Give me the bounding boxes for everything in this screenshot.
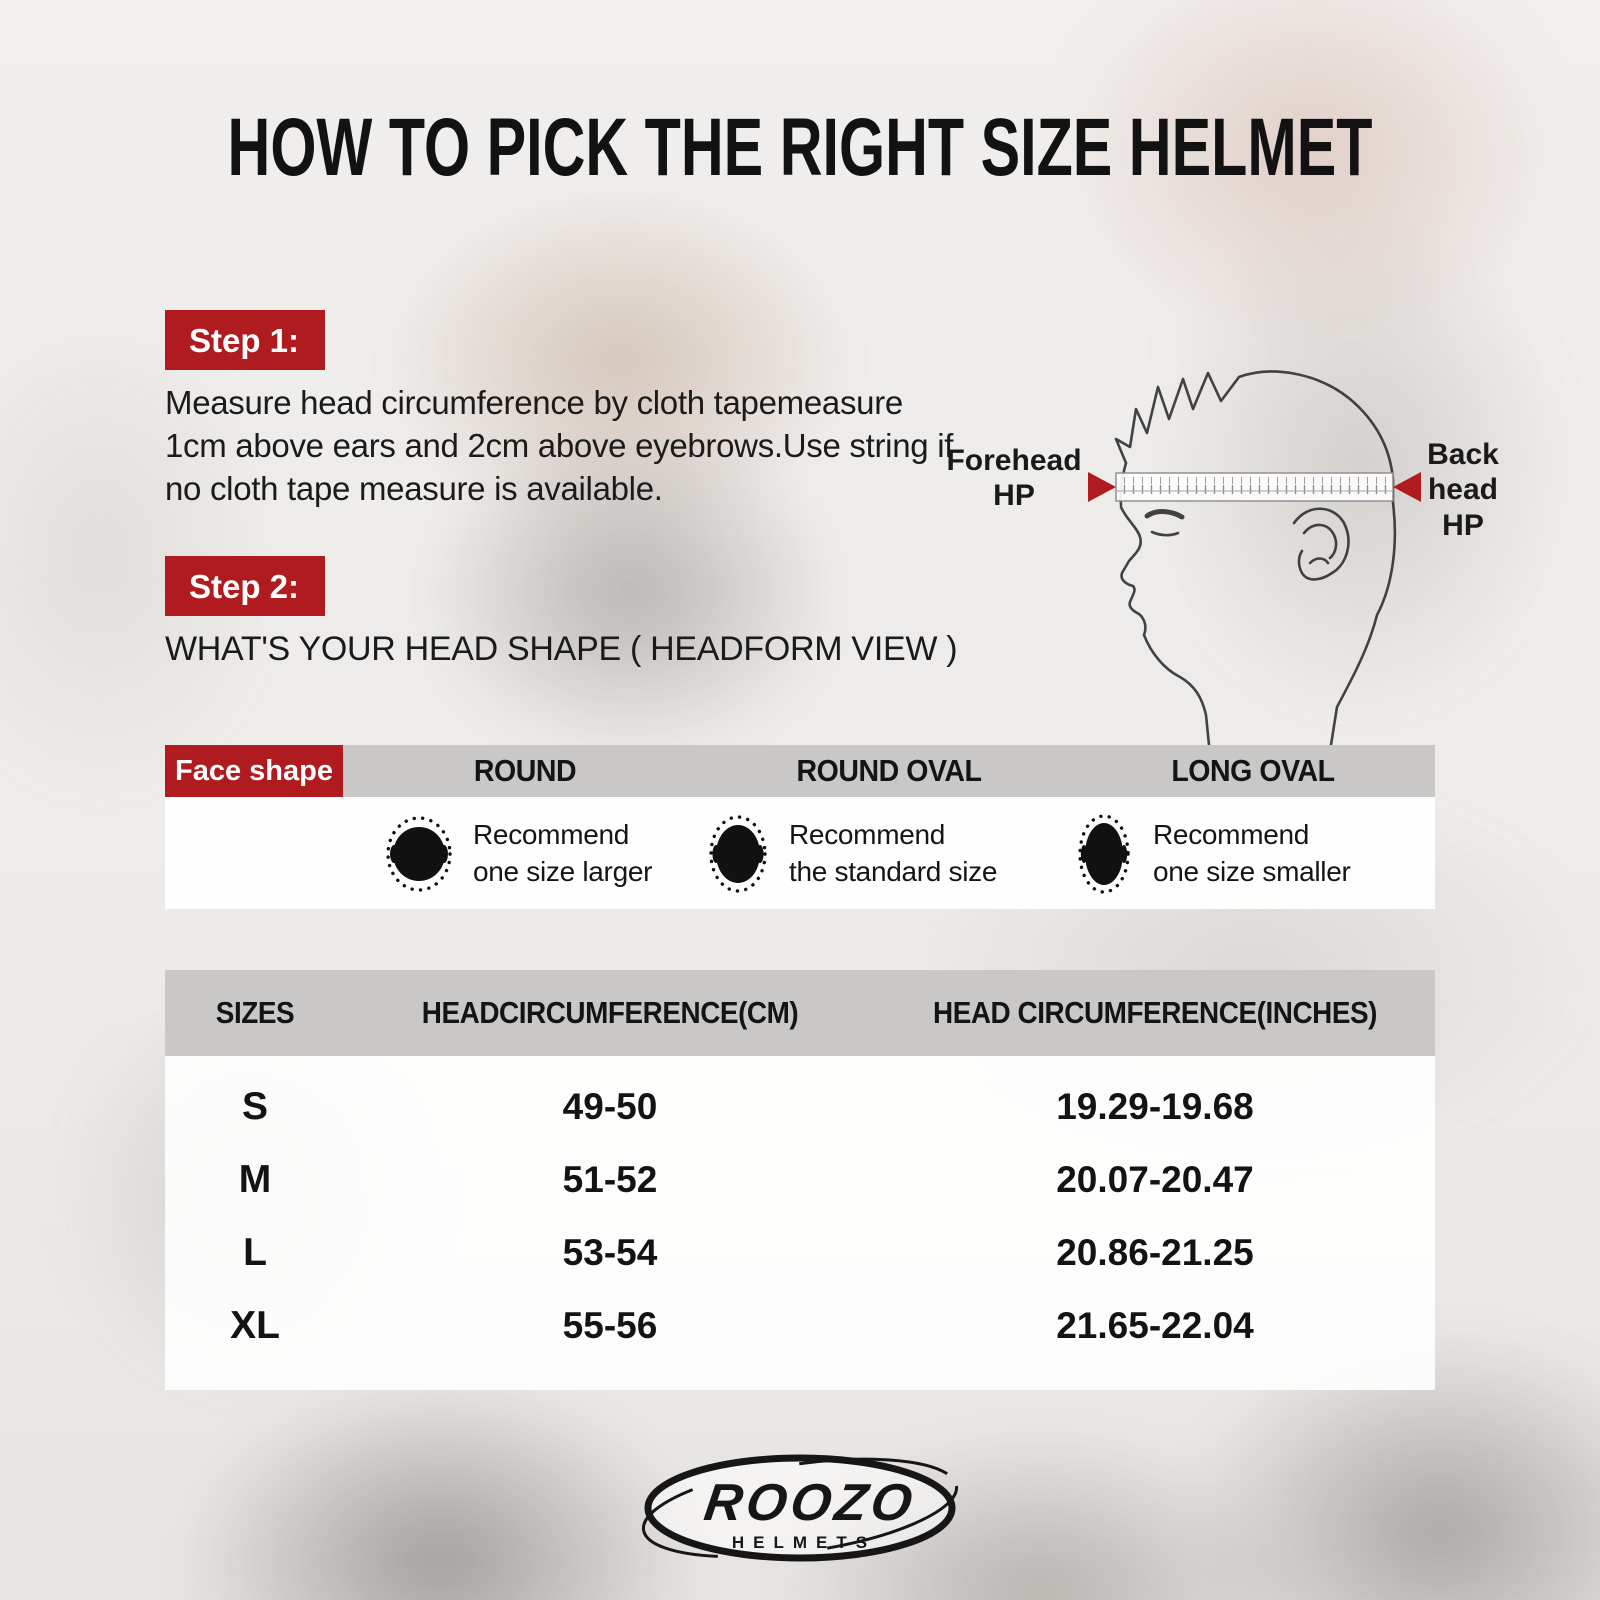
face-shape-column-round-oval: ROUND OVAL: [796, 753, 982, 788]
background-blob: [180, 1380, 700, 1600]
forehead-hp-line: Forehead: [946, 444, 1082, 477]
backhead-hp-line: HP: [1442, 508, 1484, 542]
backhead-hp-label: Back head HP: [1420, 437, 1506, 543]
size-table-header-row: SIZES HEADCIRCUMFERENCE(CM) HEAD CIRCUMF…: [165, 970, 1435, 1056]
inches-cell: 20.07-20.47: [1056, 1158, 1254, 1200]
recommendation-line: the standard size: [789, 856, 998, 887]
backhead-hp-line: head: [1427, 473, 1499, 507]
recommendation-line: one size smaller: [1153, 856, 1351, 887]
step1-badge: Step 1:: [165, 310, 326, 370]
cm-cell: 55-56: [562, 1304, 658, 1346]
face-shape-header-row: Face shape ROUND ROUND OVAL LONG OVAL: [165, 745, 1435, 797]
head-measurement-diagram: Forehead HP Back head HP: [940, 345, 1500, 745]
size-table-body: S 49-50 19.29-19.68 M 51-52 20.07-20.47 …: [165, 1056, 1435, 1390]
brand-logo: ROOZO HELMETS: [630, 1448, 970, 1578]
arrow-left-icon: [1393, 472, 1421, 502]
size-table-header-sizes: SIZES: [215, 995, 295, 1030]
face-shape-header-columns: ROUND ROUND OVAL LONG OVAL: [343, 745, 1435, 797]
face-shape-table: Face shape ROUND ROUND OVAL LONG OVAL Re…: [165, 745, 1435, 909]
page-title: HOW TO PICK THE RIGHT SIZE HELMET: [227, 101, 1373, 194]
step2-badge: Step 2:: [165, 556, 326, 616]
table-row: XL 55-56 21.65-22.04: [165, 1289, 1435, 1362]
roozo-logo-icon: ROOZO HELMETS: [641, 1454, 959, 1562]
recommendation-line: Recommend: [789, 819, 946, 851]
face-shape-item-long-oval: Recommend one size smaller: [1073, 811, 1351, 897]
recommendation-line: one size larger: [473, 856, 653, 887]
arrow-right-icon: [1088, 472, 1116, 502]
table-row: M 51-52 20.07-20.47: [165, 1143, 1435, 1216]
inches-cell: 19.29-19.68: [1056, 1085, 1254, 1127]
long-oval-head-top-icon: [1078, 814, 1130, 894]
size-table-header-cm: HEADCIRCUMFERENCE(CM): [421, 995, 799, 1030]
eyebrow: [1144, 509, 1185, 520]
face-shape-item-round: Recommend one size larger: [383, 811, 652, 897]
recommendation-line: Recommend: [473, 819, 630, 851]
round-oval-head-top-icon: [709, 815, 767, 893]
brand-name-text: ROOZO: [701, 1474, 920, 1532]
cm-cell: 53-54: [562, 1231, 658, 1273]
face-shape-header-badge: Face shape: [165, 745, 343, 797]
table-row: S 49-50 19.29-19.68: [165, 1070, 1435, 1143]
step2-question: WHAT'S YOUR HEAD SHAPE ( HEADFORM VIEW ): [165, 630, 958, 668]
table-row: L 53-54 20.86-21.25: [165, 1216, 1435, 1289]
inches-cell: 21.65-22.04: [1056, 1304, 1254, 1346]
face-shape-item-round-oval: Recommend the standard size: [705, 811, 997, 897]
inches-cell: 20.86-21.25: [1056, 1231, 1254, 1273]
round-head-top-icon: [386, 816, 452, 892]
face-profile: [1119, 505, 1211, 745]
head-outline: [1114, 370, 1397, 745]
brand-tagline-text: HELMETS: [732, 1533, 876, 1552]
cm-cell: 51-52: [562, 1158, 658, 1200]
ear: [1292, 507, 1350, 581]
face-shape-column-round: ROUND: [473, 753, 577, 788]
recommendation-text: Recommend one size larger: [473, 817, 652, 891]
face-shape-body-row: Recommend one size larger Recommend the …: [165, 797, 1435, 909]
measuring-tape-ticks: [1116, 473, 1393, 501]
cm-cell: 49-50: [562, 1085, 658, 1127]
head-profile-illustration: [1088, 370, 1421, 745]
background-blob: [1150, 200, 1570, 720]
background-blob: [1050, 0, 1570, 360]
ear-lobe: [1308, 557, 1330, 565]
forehead-hp-line: HP: [993, 479, 1035, 513]
background-blob: [420, 420, 840, 760]
forehead-hp-label: Forehead HP: [940, 443, 1088, 514]
size-cell: L: [243, 1230, 267, 1274]
size-cell: M: [238, 1157, 272, 1201]
recommendation-line: Recommend: [1153, 819, 1310, 851]
backhead-hp-line: Back: [1427, 438, 1499, 471]
face-shape-column-long-oval: LONG OVAL: [1171, 753, 1335, 788]
size-cell: S: [241, 1084, 268, 1128]
ear-inner: [1302, 523, 1338, 560]
size-table: SIZES HEADCIRCUMFERENCE(CM) HEAD CIRCUMF…: [165, 970, 1435, 1390]
background-blob: [0, 300, 280, 800]
recommendation-text: Recommend one size smaller: [1153, 817, 1351, 891]
closed-eye: [1150, 530, 1180, 537]
recommendation-text: Recommend the standard size: [789, 817, 997, 891]
size-table-header-inches: HEAD CIRCUMFERENCE(INCHES): [932, 995, 1378, 1030]
step1-instructions: Measure head circumference by cloth tape…: [165, 384, 954, 507]
size-cell: XL: [230, 1303, 280, 1347]
background-blob: [380, 180, 860, 540]
